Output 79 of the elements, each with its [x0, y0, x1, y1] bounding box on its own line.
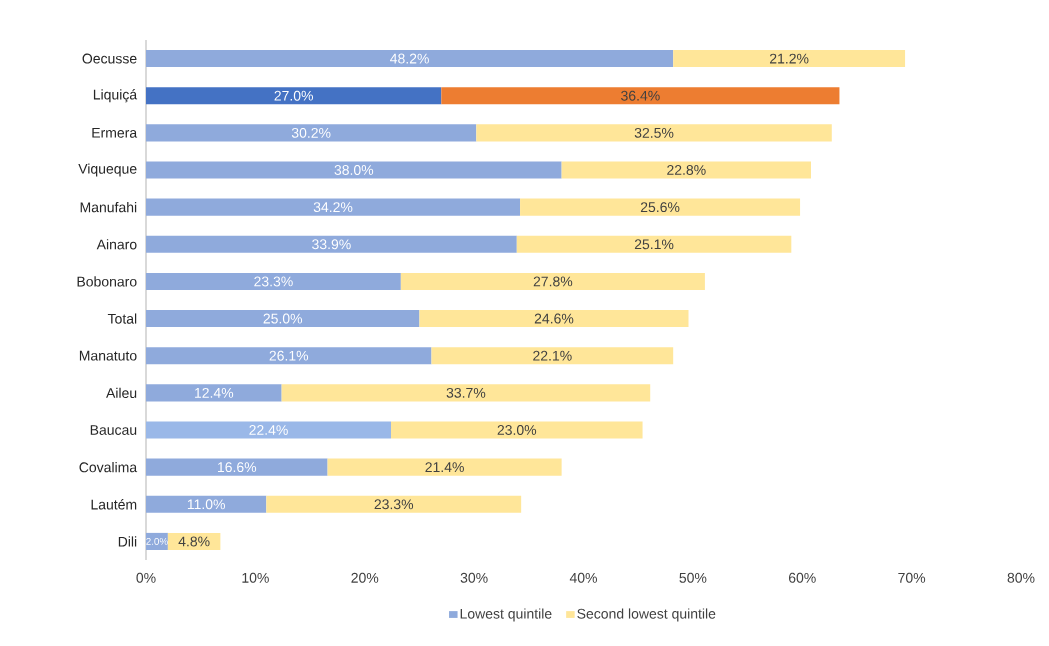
bar [431, 347, 674, 365]
bar [146, 458, 328, 476]
bar [266, 495, 522, 513]
data-label: 33.9% [312, 239, 351, 250]
x-tick-label: 40% [569, 572, 598, 583]
data-label: 25.6% [640, 202, 680, 213]
bar [561, 161, 811, 179]
bar [400, 272, 705, 290]
y-tick-label: Ainaro [96, 239, 137, 250]
bar [281, 384, 651, 402]
bar [673, 50, 906, 68]
data-label: 23.3% [374, 499, 414, 510]
bar [146, 161, 562, 179]
bar [146, 384, 282, 402]
data-label: 24.6% [534, 313, 574, 324]
data-label: 32.5% [634, 127, 674, 138]
x-tick-label: 70% [898, 572, 926, 583]
data-label: 25.1% [634, 239, 674, 250]
y-tick-label: Ermera [92, 127, 138, 138]
x-tick-label: 60% [788, 572, 816, 583]
data-label: 21.4% [425, 462, 464, 473]
y-tick-label: Oecusse [82, 53, 137, 64]
bar [441, 87, 840, 105]
x-tick-label: 20% [351, 572, 379, 583]
x-tick-label: 10% [242, 572, 269, 583]
data-label: 23.3% [254, 276, 293, 287]
data-label: 38.0% [334, 165, 374, 175]
legend-label: Second lowest quintile [577, 608, 716, 622]
y-tick-label: Dili [118, 536, 137, 547]
x-tick-label: 30% [460, 572, 488, 583]
bar [146, 124, 477, 142]
bar [146, 495, 267, 513]
data-label: 4.8% [178, 536, 210, 547]
bar [146, 272, 401, 290]
data-label: 33.7% [446, 387, 486, 398]
bar [146, 347, 432, 365]
y-tick-label: Liquiçá [93, 89, 138, 103]
data-label: 22.8% [667, 165, 706, 175]
data-label: 22.4% [249, 425, 288, 435]
x-tick-label: 80% [1007, 572, 1035, 583]
y-tick-label: Covalima [79, 462, 138, 473]
data-label: 22.1% [533, 350, 572, 361]
legend-label: Lowest quintile [460, 608, 552, 622]
bar [146, 310, 420, 328]
data-label: 2.0% [146, 537, 168, 545]
data-label: 36.4% [621, 90, 660, 101]
data-label: 25.0% [263, 313, 303, 324]
y-tick-label: Manatuto [79, 350, 137, 361]
x-tick-label: 50% [679, 572, 707, 583]
data-label: 21.2% [769, 53, 809, 64]
data-label: 26.1% [269, 350, 309, 361]
bar [146, 235, 517, 253]
data-label: 16.6% [218, 462, 257, 473]
bar [476, 124, 832, 142]
data-label: 48.2% [390, 53, 429, 64]
bar [146, 87, 442, 105]
y-tick-label: Manufahi [80, 202, 137, 213]
y-tick-label: Lautém [91, 499, 137, 510]
y-tick-label: Aileu [106, 387, 137, 399]
y-tick-label: Bobonaro [77, 276, 137, 287]
data-label: 23.0% [497, 425, 537, 435]
data-label: 27.0% [274, 90, 314, 101]
y-tick-label: Total [107, 313, 137, 324]
data-label: 11.0% [187, 499, 225, 510]
bar [146, 50, 674, 68]
data-label: 34.2% [313, 202, 353, 213]
bar [419, 310, 689, 328]
y-tick-label: Baucau [90, 425, 137, 435]
bar [516, 235, 792, 253]
data-label: 12.4% [195, 387, 234, 398]
bar [520, 198, 801, 216]
bar [146, 421, 391, 439]
x-tick-label: 0% [136, 572, 156, 583]
data-label: 30.2% [291, 127, 331, 138]
data-label: 27.8% [533, 276, 573, 287]
bar [146, 198, 521, 216]
bar [391, 421, 643, 439]
bar [327, 458, 562, 476]
y-tick-label: Viqueque [78, 163, 137, 177]
